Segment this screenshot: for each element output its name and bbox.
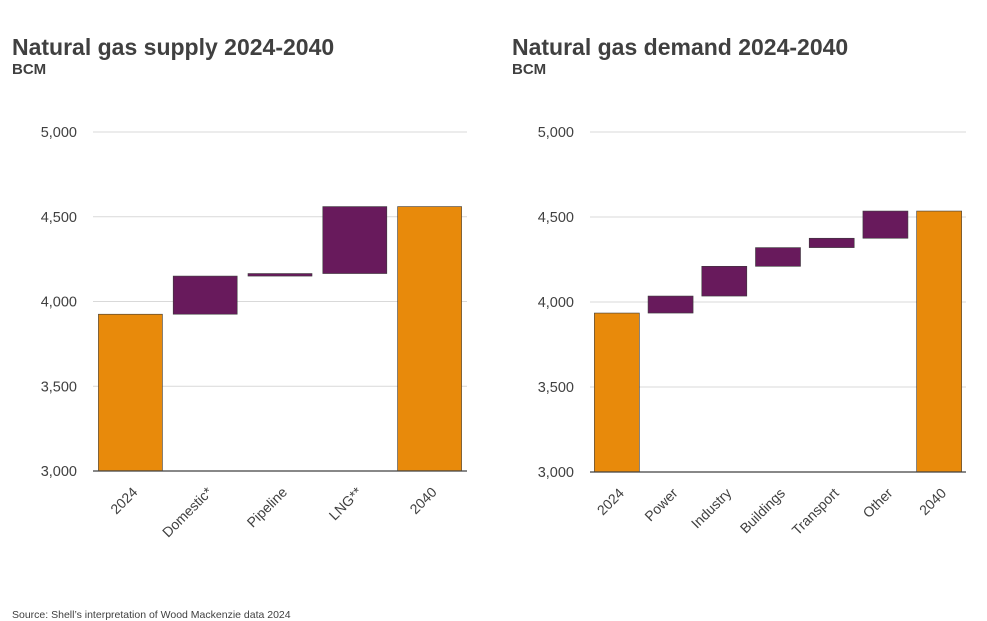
demand-category-label-2040: 2040: [916, 485, 949, 518]
demand-bar-power: [647, 295, 694, 314]
demand-y-tick-label: 3,500: [538, 380, 574, 396]
supply-bar-pipeline: [247, 273, 313, 277]
demand-bar-2040: [916, 210, 962, 473]
demand-y-tick-label: 5,000: [538, 125, 574, 141]
demand-bar-other: [862, 210, 909, 239]
supply-chart-unit: BCM: [12, 61, 47, 78]
supply-y-tick-label: 3,000: [41, 464, 77, 480]
demand-category-label-other: Other: [859, 485, 895, 521]
supply-y-tick-label: 4,500: [41, 210, 77, 226]
supply-bar-domestic: [172, 275, 238, 315]
demand-category-label-power: Power: [641, 485, 681, 525]
demand-waterfall-chart: 3,000 3,500 4,000 4,500 5,000 2024 Power Indust…: [538, 125, 966, 538]
demand-bar-buildings: [755, 247, 801, 267]
demand-y-tick-label: 4,000: [538, 295, 574, 311]
demand-chart-title: Natural gas demand 2024-2040: [512, 34, 849, 60]
demand-bar-transport: [808, 237, 855, 248]
supply-bar-2040: [397, 206, 462, 472]
demand-category-label-2024: 2024: [594, 485, 627, 518]
supply-y-tick-label: 3,500: [41, 379, 77, 395]
supply-chart-title: Natural gas supply 2024-2040: [12, 34, 335, 60]
demand-y-tick-label: 3,000: [538, 465, 574, 481]
demand-category-label-buildings: Buildings: [737, 485, 788, 536]
demand-bar-industry: [701, 265, 748, 297]
supply-y-tick-label: 5,000: [41, 125, 77, 141]
supply-y-tick-label: 4,000: [41, 295, 77, 311]
demand-bar-2024: [594, 312, 640, 473]
demand-category-label-industry: Industry: [688, 485, 735, 532]
supply-bar-2024: [98, 313, 163, 472]
supply-bar-lng: [322, 206, 388, 274]
demand-y-tick-label: 4,500: [538, 210, 574, 226]
source-note: Source: Shell’s interpretation of Wood M…: [12, 609, 291, 621]
demand-category-label-transport: Transport: [789, 485, 842, 538]
demand-chart-unit: BCM: [512, 61, 547, 78]
